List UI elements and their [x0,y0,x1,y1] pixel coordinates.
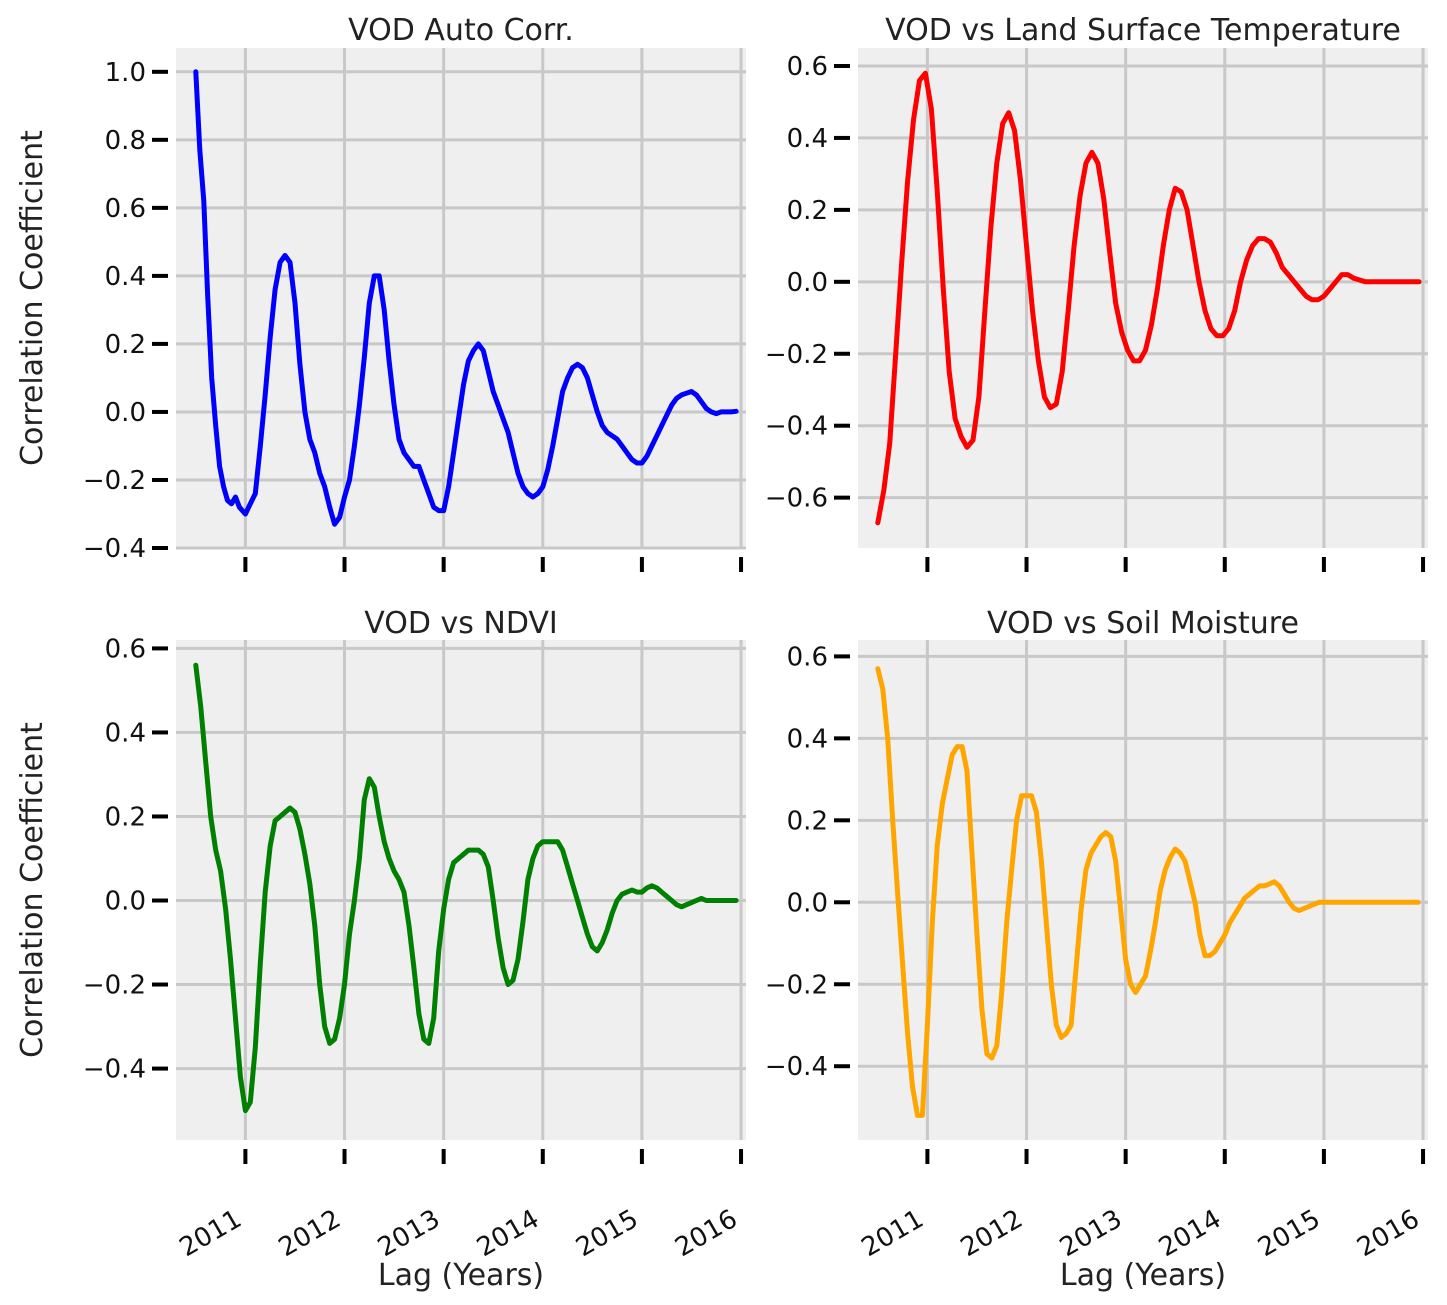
y-tick-label: −0.4 [83,534,146,564]
series-line [193,69,739,527]
y-tick-label: 1.0 [105,58,146,88]
x-tick-label: 2015 [1253,1204,1325,1263]
x-tick-label: 2012 [274,1204,346,1263]
chart-title: VOD vs Land Surface Temperature [885,13,1401,48]
y-tick-label: −0.2 [83,971,146,1001]
y-tick-label: 0.6 [787,642,828,672]
y-tick-label: 0.2 [787,806,828,836]
plot-area [176,48,746,548]
x-tick-label: 2014 [1154,1204,1226,1263]
series-line [875,666,1421,1118]
y-axis-label: Correlation Coefficient [15,722,50,1058]
panel-vod-vs-ndvi: −0.4 −0.2 0.0 0.2 0.4 0.6 2011 2012 2013 2014 2015… [15,606,746,1293]
y-tick-label: 0.6 [787,52,828,82]
plot-area [176,640,746,1140]
y-tick-label: −0.2 [765,340,828,370]
panel-vod-auto-corr: −0.4 −0.2 0.0 0.2 0.4 0.6 0.8 1.0 VOD Auto Corr.… [15,13,746,572]
y-tick-label: 0.2 [105,330,146,360]
y-tick-label: −0.4 [765,412,828,442]
plot-area [858,48,1428,548]
y-tick-label: 0.2 [105,802,146,832]
y-tick-label: 0.0 [105,887,146,917]
y-tick-label: −0.2 [83,466,146,496]
y-tick-label: −0.2 [765,970,828,1000]
y-tick-label: 0.0 [787,888,828,918]
x-axis-label: Lag (Years) [1060,1258,1226,1293]
y-tick-label: 0.0 [787,268,828,298]
y-tick-label: 0.6 [105,634,146,664]
chart-title: VOD Auto Corr. [348,13,574,48]
y-tick-label: 0.4 [105,262,146,292]
series-line [875,70,1422,526]
x-tick-label: 2015 [571,1204,643,1263]
y-tick-label: 0.0 [105,398,146,428]
x-tick-label: 2013 [1055,1204,1127,1263]
y-axis-label: Correlation Coefficient [15,130,50,466]
x-tick-label: 2016 [670,1204,742,1263]
plot-area [858,640,1428,1140]
x-tick-label: 2016 [1352,1204,1424,1263]
chart-title: VOD vs NDVI [364,606,558,641]
x-axis-label: Lag (Years) [378,1258,544,1293]
series-line [193,662,739,1114]
x-tick-label: 2013 [373,1204,445,1263]
panel-vod-vs-soil-moisture: −0.4 −0.2 0.0 0.2 0.4 0.6 2011 2012 2013 2014 2015… [765,606,1428,1293]
y-tick-label: 0.4 [105,718,146,748]
y-tick-label: −0.4 [83,1055,146,1085]
x-tick-label: 2011 [175,1204,247,1263]
y-tick-label: 0.2 [787,196,828,226]
y-tick-label: −0.4 [765,1052,828,1082]
y-tick-label: −0.6 [765,484,828,514]
x-tick-label: 2014 [472,1204,544,1263]
x-tick-label: 2012 [956,1204,1028,1263]
y-tick-label: 0.4 [787,724,828,754]
y-tick-label: 0.6 [105,194,146,224]
panel-vod-vs-lst: −0.6 −0.4 −0.2 0.0 0.2 0.4 0.6 VOD vs Land Surf… [765,13,1428,572]
x-tick-label: 2011 [857,1204,929,1263]
chart-title: VOD vs Soil Moisture [987,606,1299,641]
y-tick-label: 0.4 [787,124,828,154]
y-tick-label: 0.8 [105,126,146,156]
